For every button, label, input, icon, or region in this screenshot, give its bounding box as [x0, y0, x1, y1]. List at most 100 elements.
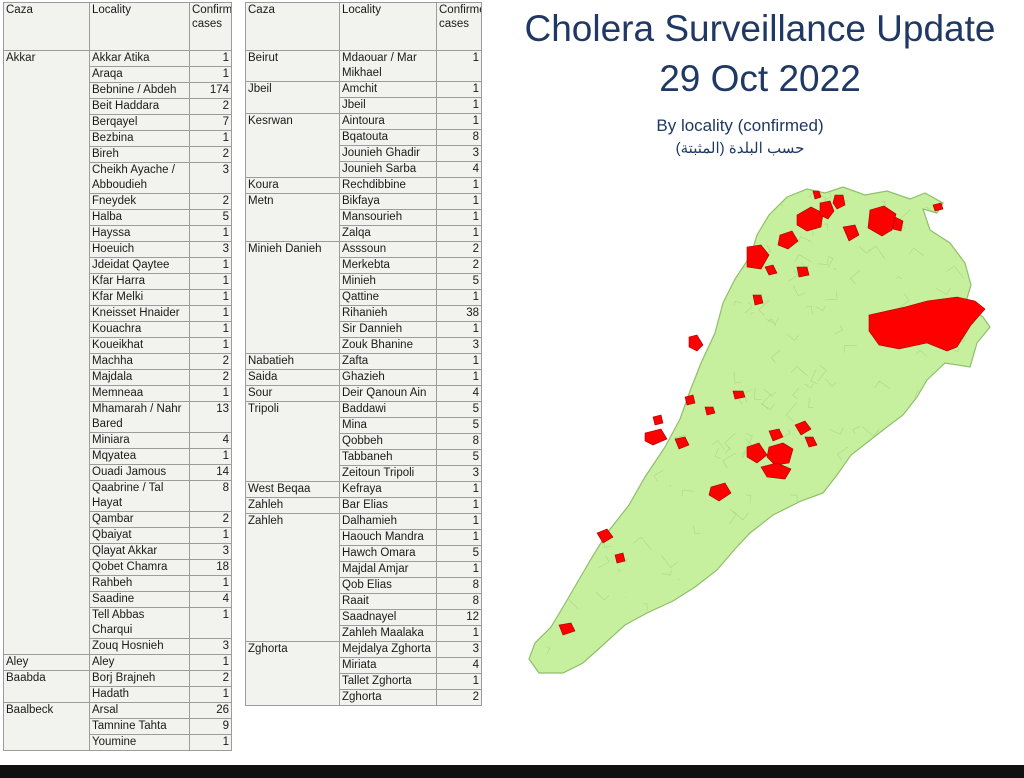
- cases-cell: 7: [189, 114, 232, 131]
- locality-cell: Qobbeh: [339, 433, 437, 450]
- locality-boundary: [715, 605, 725, 612]
- locality-boundary: [765, 317, 779, 325]
- cases-cell: 3: [189, 241, 232, 258]
- cases-cell: 5: [436, 273, 482, 290]
- locality-boundary: [790, 494, 798, 506]
- locality-boundary: [847, 604, 852, 612]
- bottom-bar: [0, 765, 1024, 778]
- table-row: Qlayat Akkar 3: [4, 543, 232, 560]
- table-row: Mqyatea 1: [4, 448, 232, 465]
- cases-cell: 5: [189, 209, 232, 226]
- locality-boundary: [810, 636, 822, 647]
- affected-locality-patch: [684, 394, 696, 406]
- locality-cell: Qaabrine / Tal Hayat: [89, 480, 190, 512]
- locality-cell: Zouq Hosnieh: [89, 638, 190, 655]
- locality-boundary: [745, 433, 753, 447]
- table-row: Saida Ghazieh 1: [245, 369, 482, 386]
- locality-boundary: [913, 452, 930, 463]
- locality-cell: Halba: [89, 209, 190, 226]
- locality-cell: Saadine: [89, 591, 190, 608]
- locality-boundary: [751, 218, 758, 223]
- cases-cell: 2: [189, 670, 232, 687]
- table-row: Beirut Mdaouar / Mar Mikhael 1: [245, 50, 482, 82]
- affected-locality-patch: [804, 436, 818, 448]
- locality-cell: Tell Abbas Charqui: [89, 607, 190, 639]
- locality-boundary: [584, 420, 592, 429]
- table-row: Mina 5: [246, 417, 482, 434]
- locality-boundary: [731, 587, 734, 590]
- locality-boundary: [555, 351, 559, 357]
- locality-boundary: [714, 447, 721, 459]
- locality-boundary: [844, 491, 854, 496]
- locality-boundary: [568, 315, 570, 317]
- locality-cell: Dalhamieh: [339, 513, 437, 530]
- cases-cell: 1: [189, 130, 232, 147]
- cases-cell: 9: [189, 718, 232, 735]
- locality-boundary: [547, 339, 556, 356]
- locality-boundary: [946, 265, 965, 279]
- cases-cell: 4: [189, 591, 232, 608]
- locality-boundary: [687, 303, 701, 313]
- locality-cell: Akkar Atika: [89, 50, 190, 67]
- table-row: Kfar Melki 1: [4, 289, 232, 306]
- locality-boundary: [876, 520, 888, 533]
- locality-boundary: [913, 480, 924, 493]
- locality-boundary: [960, 485, 965, 492]
- table-row: Nabatieh Zafta 1: [245, 353, 482, 370]
- cases-cell: 1: [189, 337, 232, 354]
- locality-cell: Mansourieh: [339, 209, 437, 226]
- locality-cell: Ouadi Jamous: [89, 464, 190, 481]
- table-row: Saadine 4: [4, 591, 232, 608]
- locality-boundary: [868, 245, 886, 260]
- caza-header: Caza: [3, 2, 90, 51]
- locality-cell: Zahleh Maalaka: [339, 625, 437, 642]
- locality-boundary: [586, 280, 595, 295]
- locality-cell: Hoeuich: [89, 241, 190, 258]
- locality-boundary: [729, 509, 737, 525]
- table-row: Zahleh Maalaka 1: [246, 625, 482, 642]
- locality-boundary: [706, 312, 714, 327]
- locality-boundary: [612, 650, 619, 659]
- affected-locality-patch: [652, 414, 664, 426]
- locality-boundary: [684, 359, 697, 378]
- locality-boundary: [665, 212, 673, 218]
- locality-cell: Fneydek: [89, 193, 190, 210]
- cases-cell: 3: [436, 465, 482, 482]
- locality-boundary: [661, 555, 679, 568]
- cases-cell: 2: [189, 193, 232, 210]
- locality-boundary: [598, 199, 618, 213]
- locality-boundary: [596, 388, 610, 405]
- cases-cell: 1: [189, 575, 232, 592]
- cases-cell: 1: [436, 81, 482, 98]
- table-row: Miriata 4: [246, 657, 482, 674]
- locality-boundary: [565, 388, 573, 394]
- locality-boundary: [760, 403, 775, 410]
- table-row: Majdala 2: [4, 369, 232, 386]
- locality-boundary: [852, 426, 861, 434]
- affected-locality-patch: [688, 334, 704, 352]
- locality-cell: Miriata: [339, 657, 437, 674]
- affected-locality-patch: [796, 206, 824, 232]
- locality-boundary: [643, 417, 655, 425]
- locality-boundary: [858, 245, 871, 254]
- locality-boundary: [724, 248, 730, 254]
- locality-boundary: [743, 199, 753, 214]
- locality-boundary: [889, 477, 903, 488]
- affected-locality-patch: [812, 190, 822, 200]
- cases-cell: 4: [189, 432, 232, 449]
- cases-cell: 1: [436, 353, 482, 370]
- locality-boundary: [958, 244, 965, 256]
- locality-boundary: [758, 299, 770, 317]
- locality-boundary: [848, 570, 861, 585]
- locality-boundary: [710, 307, 719, 323]
- cases-cell: 2: [189, 511, 232, 528]
- locality-cell: Machha: [89, 353, 190, 370]
- table-row: Mhamarah / Nahr Bared 13: [4, 401, 232, 433]
- locality-boundary: [725, 444, 731, 454]
- locality-boundary: [810, 369, 819, 385]
- locality-boundary: [943, 598, 953, 604]
- table-row: West Beqaa Kefraya 1: [245, 481, 482, 498]
- locality-cell: Hadath: [89, 686, 190, 703]
- cases-cell: 4: [436, 657, 482, 674]
- cases-cell: 14: [189, 464, 232, 481]
